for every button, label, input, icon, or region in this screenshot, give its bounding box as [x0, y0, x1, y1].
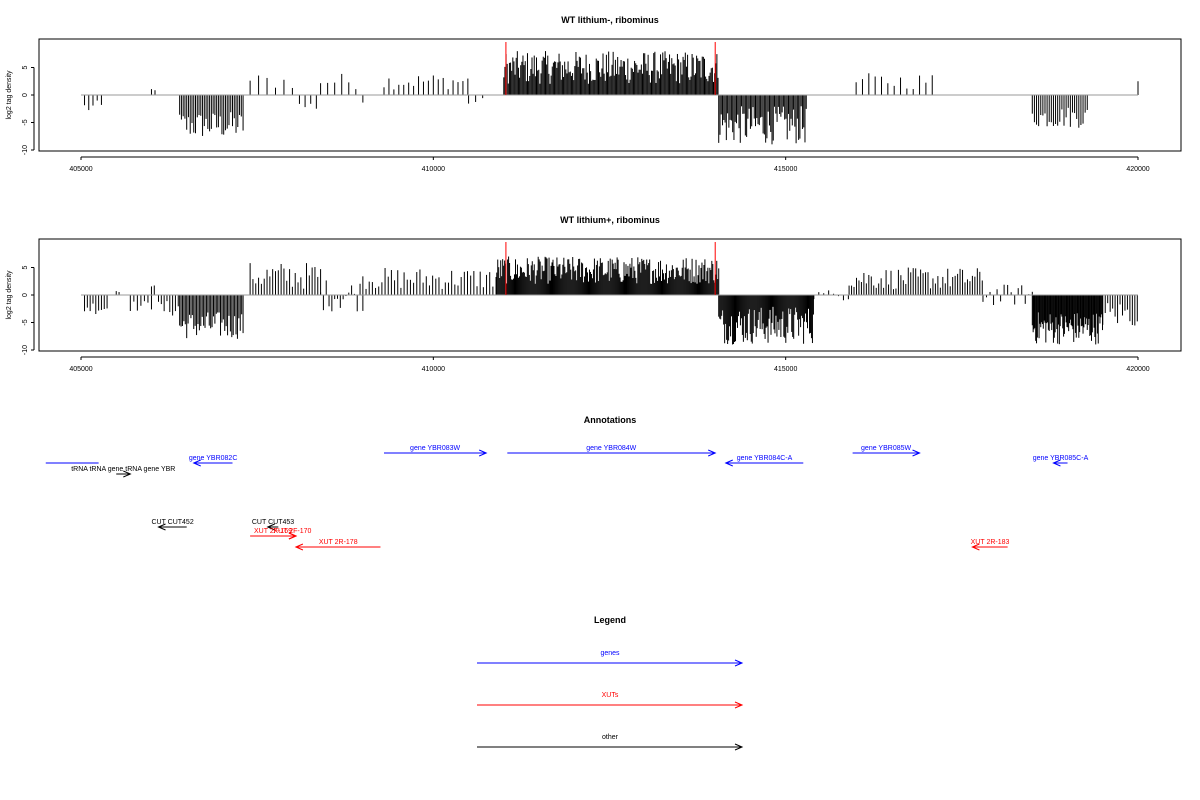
feature-label: XUT 2F-169 [254, 528, 292, 535]
feature-arrowhead [1052, 459, 1061, 467]
legend-title: Legend [594, 615, 626, 625]
legend-label: XUTs [602, 692, 619, 699]
feature-arrowhead [288, 532, 298, 540]
feature-label: gene YBR085W [861, 445, 911, 452]
legend: Legend genes XUTs other [477, 615, 744, 751]
feature-label: CUT CUT452 [151, 519, 193, 526]
x-tick-label: 415000 [774, 166, 797, 173]
feature-arrowhead [294, 543, 304, 551]
legend-label: other [602, 734, 619, 741]
panel-lithium-minus: WT lithium-, ribominus log2 tag density … [6, 15, 1182, 173]
y-tick-label: -10 [22, 345, 29, 355]
feature-label: gene YBR084C-A [737, 455, 793, 462]
y-tick-label: 5 [22, 65, 29, 69]
legend-arrowhead [734, 659, 744, 667]
y-axis-label: log2 tag density [6, 270, 13, 320]
x-tick-label: 420000 [1126, 166, 1149, 173]
panel-lithium-plus: WT lithium+, ribominus log2 tag density … [6, 215, 1182, 373]
feature-label: gene YBR085C-A [1033, 455, 1089, 462]
feature-arrowhead [123, 470, 132, 478]
feature-label: XUT 2R-178 [319, 539, 358, 546]
panel-title: WT lithium-, ribominus [561, 15, 659, 25]
feature-arrowhead [266, 523, 275, 531]
y-axis: -10 -5 0 5 [22, 65, 35, 155]
feature-label: XUT 2R-183 [971, 539, 1010, 546]
x-tick-label: 410000 [422, 366, 445, 373]
feature-list: tRNA tRNA gene tRNA gene YBR gene YBR082C… [45, 445, 1089, 551]
y-tick-label: -5 [22, 119, 29, 125]
x-axis: 405000 410000 415000 420000 [69, 356, 1150, 373]
feature-label: XUT 2F-170 [273, 528, 311, 535]
feature-label: CUT CUT453 [252, 519, 294, 526]
x-tick-label: 415000 [774, 366, 797, 373]
legend-arrowhead [734, 701, 744, 709]
plot-frame [38, 38, 1182, 152]
annotation-track: Annotations tRNA tRNA gene tRNA gene YBR… [45, 415, 1089, 551]
y-axis-label: log2 tag density [6, 70, 13, 120]
y-tick-label: 5 [22, 265, 29, 269]
feature-arrowhead [157, 523, 166, 531]
annotations-title: Annotations [584, 415, 637, 425]
feature-arrowhead [708, 449, 717, 457]
panel-title: WT lithium+, ribominus [560, 215, 660, 225]
feature-arrowhead [478, 449, 488, 457]
y-tick-label: -10 [22, 145, 29, 155]
feature-arrowhead [971, 543, 980, 551]
feature-arrowhead [912, 449, 921, 457]
bar-series [84, 51, 1139, 145]
y-axis: -10 -5 0 5 [22, 265, 35, 355]
y-tick-label: -5 [22, 319, 29, 325]
x-tick-label: 405000 [69, 166, 92, 173]
x-tick-label: 405000 [69, 366, 92, 373]
legend-items: genes XUTs other [477, 650, 744, 751]
feature-label: gene YBR083W [410, 445, 460, 452]
feature-arrowhead [724, 459, 733, 467]
x-axis: 405000 410000 415000 420000 [69, 156, 1150, 173]
feature-label: tRNA tRNA gene tRNA gene YBR [71, 466, 175, 473]
feature-label: gene YBR082C [189, 455, 238, 462]
y-tick-label: 0 [22, 93, 29, 97]
feature-label: gene YBR084W [586, 445, 636, 452]
plot-frame [38, 238, 1182, 352]
y-tick-label: 0 [22, 293, 29, 297]
x-tick-label: 420000 [1126, 366, 1149, 373]
x-tick-label: 410000 [422, 166, 445, 173]
feature-arrowhead [192, 459, 201, 467]
legend-label: genes [600, 650, 620, 657]
bar-series [84, 256, 1138, 345]
legend-arrowhead [734, 743, 744, 751]
